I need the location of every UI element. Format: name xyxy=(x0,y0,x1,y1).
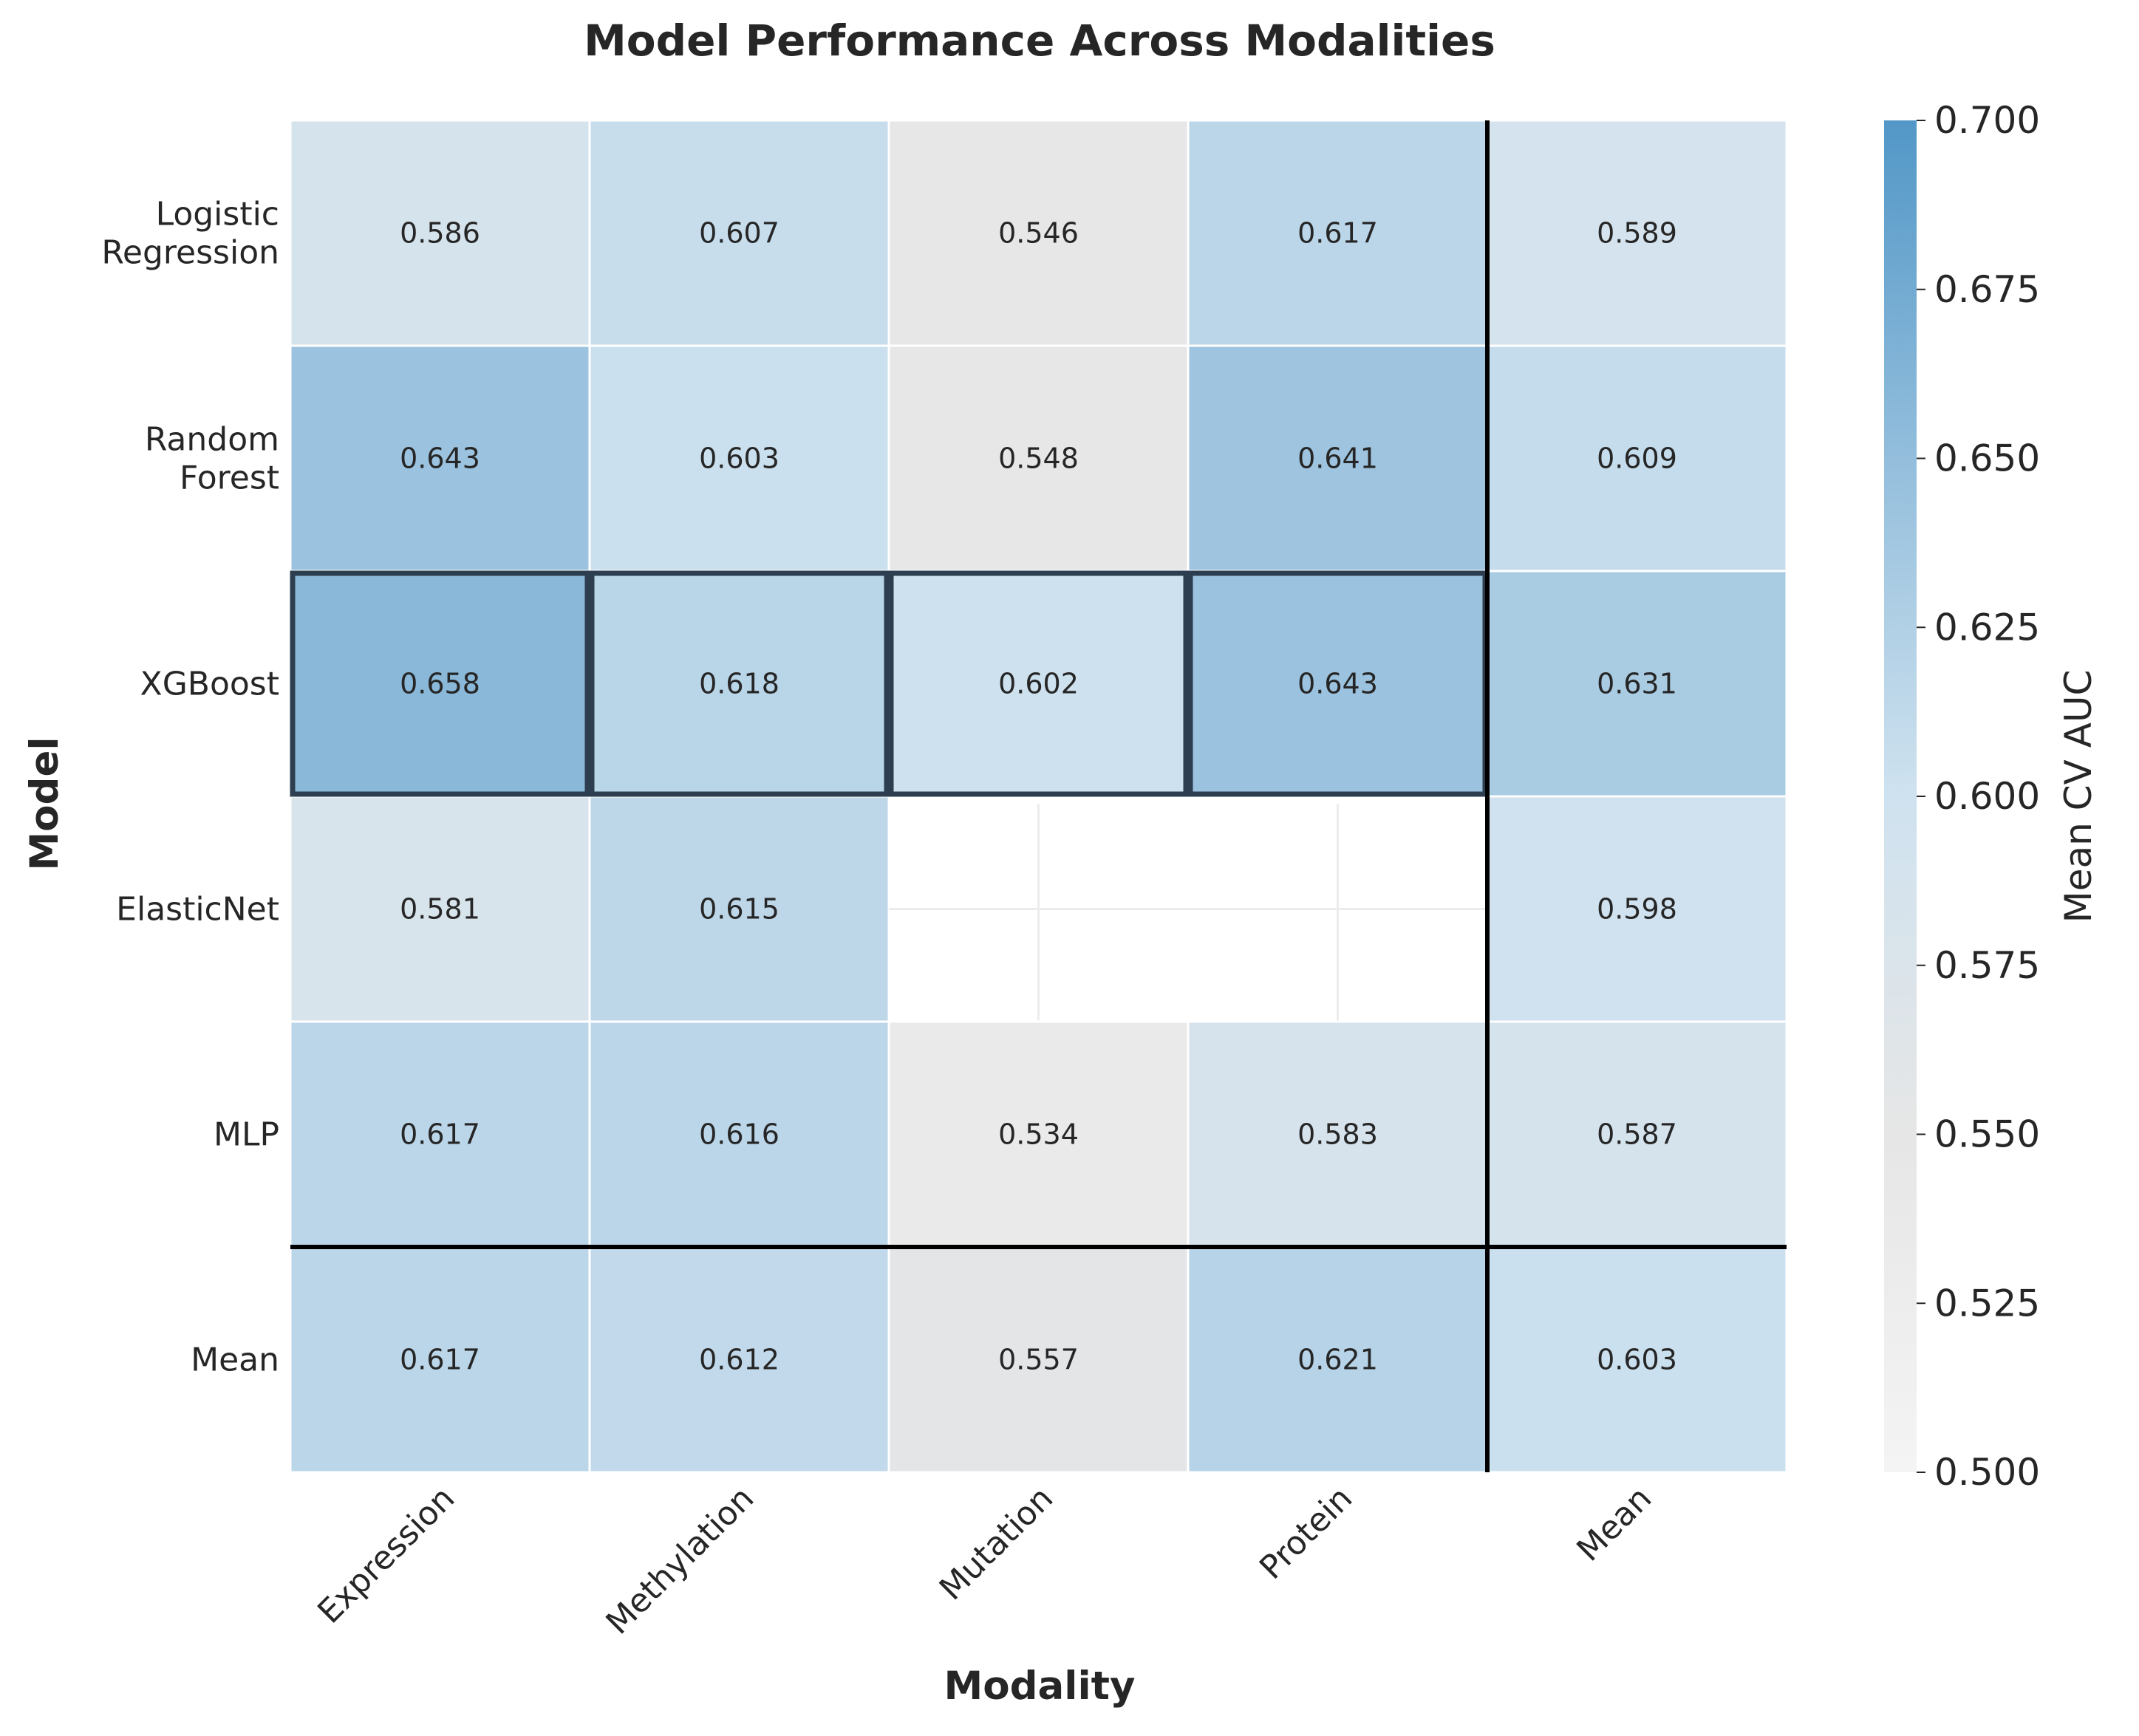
heatmap-cell xyxy=(588,344,890,573)
heatmap-cell xyxy=(1187,570,1489,798)
y-axis-label: Model xyxy=(22,737,67,870)
cell-value: 0.617 xyxy=(400,1344,480,1376)
cell-value: 0.617 xyxy=(1297,217,1378,250)
cell-value: 0.612 xyxy=(699,1344,779,1376)
cell-value: 0.618 xyxy=(699,668,779,700)
colorbar-tick-label: 0.500 xyxy=(1934,1451,2040,1494)
x-tick-labels: Expression Methylation Mutation Protein Mean xyxy=(310,1480,1659,1642)
y-tick-label: Regression xyxy=(101,234,279,272)
heatmap-cell xyxy=(887,119,1190,347)
cell-value: 0.643 xyxy=(1297,668,1378,700)
cell-value: 0.589 xyxy=(1597,217,1677,250)
y-tick-label: Mean xyxy=(191,1342,279,1379)
cell-value: 0.615 xyxy=(699,893,779,926)
highlight-box xyxy=(888,570,1189,797)
cell-value: 0.609 xyxy=(1597,442,1677,475)
x-tick-label: Expression xyxy=(310,1480,462,1631)
y-tick-label: ElasticNet xyxy=(116,891,279,929)
heatmap-cell xyxy=(289,1020,591,1248)
heatmap-cell xyxy=(1486,119,1788,347)
cell-value: 0.643 xyxy=(400,442,480,475)
cell-value: 0.658 xyxy=(400,668,480,700)
heatmap-cell xyxy=(887,1245,1190,1474)
colorbar-tick-label: 0.700 xyxy=(1934,99,2040,142)
colorbar-ticks: 0.500 0.525 0.550 0.575 0.600 0.625 0.650 0.675… xyxy=(1917,99,2040,1494)
cell-value: 0.621 xyxy=(1297,1344,1378,1376)
cell-value: 0.607 xyxy=(699,217,779,250)
heatmap-cell xyxy=(289,795,591,1023)
heatmap-cell xyxy=(1486,1245,1788,1474)
cell-value: 0.546 xyxy=(998,217,1079,250)
y-tick-label: Logistic xyxy=(156,196,279,233)
heatmap-cell xyxy=(588,119,890,347)
heatmap-cell xyxy=(1187,344,1489,573)
colorbar-gradient xyxy=(1884,120,1917,1472)
heatmap-cell xyxy=(1486,570,1788,798)
colorbar-tick-label: 0.650 xyxy=(1934,437,2040,480)
highlight-box xyxy=(290,570,590,797)
cell-value: 0.603 xyxy=(1597,1344,1677,1376)
y-tick-label: Forest xyxy=(180,459,279,497)
colorbar-tick-label: 0.600 xyxy=(1934,775,2040,818)
cell-value: 0.583 xyxy=(1297,1118,1378,1151)
heatmap-cell xyxy=(289,344,591,573)
heatmap-cell xyxy=(887,344,1190,573)
cell-value: 0.616 xyxy=(699,1118,779,1151)
heatmap-cell xyxy=(588,1020,890,1248)
colorbar-tick-label: 0.675 xyxy=(1934,268,2040,311)
y-tick-label: XGBoost xyxy=(140,666,279,703)
cell-value: 0.598 xyxy=(1597,893,1677,926)
cell-value: 0.557 xyxy=(998,1344,1079,1376)
y-tick-label: Random xyxy=(145,421,279,459)
cell-value: 0.548 xyxy=(998,442,1079,475)
cell-value: 0.631 xyxy=(1597,668,1677,700)
y-tick-label: MLP xyxy=(214,1116,279,1154)
heatmap-cell xyxy=(887,1020,1190,1248)
cell-value: 0.534 xyxy=(998,1118,1079,1151)
heatmap-cell xyxy=(289,119,591,347)
cell-value: 0.587 xyxy=(1597,1118,1677,1151)
cell-value: 0.602 xyxy=(998,668,1079,700)
heatmap-overlays xyxy=(290,120,1787,1472)
highlight-box xyxy=(589,570,890,797)
colorbar-label: Mean CV AUC xyxy=(2057,670,2100,923)
heatmap-cell xyxy=(588,795,890,1023)
colorbar-tick-label: 0.575 xyxy=(1934,944,2040,987)
colorbar-tick-label: 0.625 xyxy=(1934,606,2040,649)
x-tick-label: Mutation xyxy=(932,1480,1060,1607)
heatmap-cell xyxy=(1187,1245,1489,1474)
cell-value: 0.603 xyxy=(699,442,779,475)
colorbar-tick-label: 0.525 xyxy=(1934,1282,2040,1325)
heatmap-cell xyxy=(887,570,1190,798)
x-axis-label: Modality xyxy=(944,1664,1135,1709)
cell-value: 0.586 xyxy=(400,217,480,250)
colorbar: 0.500 0.525 0.550 0.575 0.600 0.625 0.650 0.675… xyxy=(1884,99,2100,1494)
cell-value: 0.617 xyxy=(400,1118,480,1151)
x-tick-label: Methylation xyxy=(599,1480,762,1642)
cell-value: 0.581 xyxy=(400,893,480,926)
x-tick-label: Mean xyxy=(1569,1480,1659,1569)
chart-title: Model Performance Across Modalities xyxy=(584,16,1495,66)
cell-value: 0.641 xyxy=(1297,442,1378,475)
colorbar-tick-label: 0.550 xyxy=(1934,1113,2040,1156)
heatmap-cell xyxy=(588,570,890,798)
x-tick-label: Protein xyxy=(1252,1480,1360,1587)
